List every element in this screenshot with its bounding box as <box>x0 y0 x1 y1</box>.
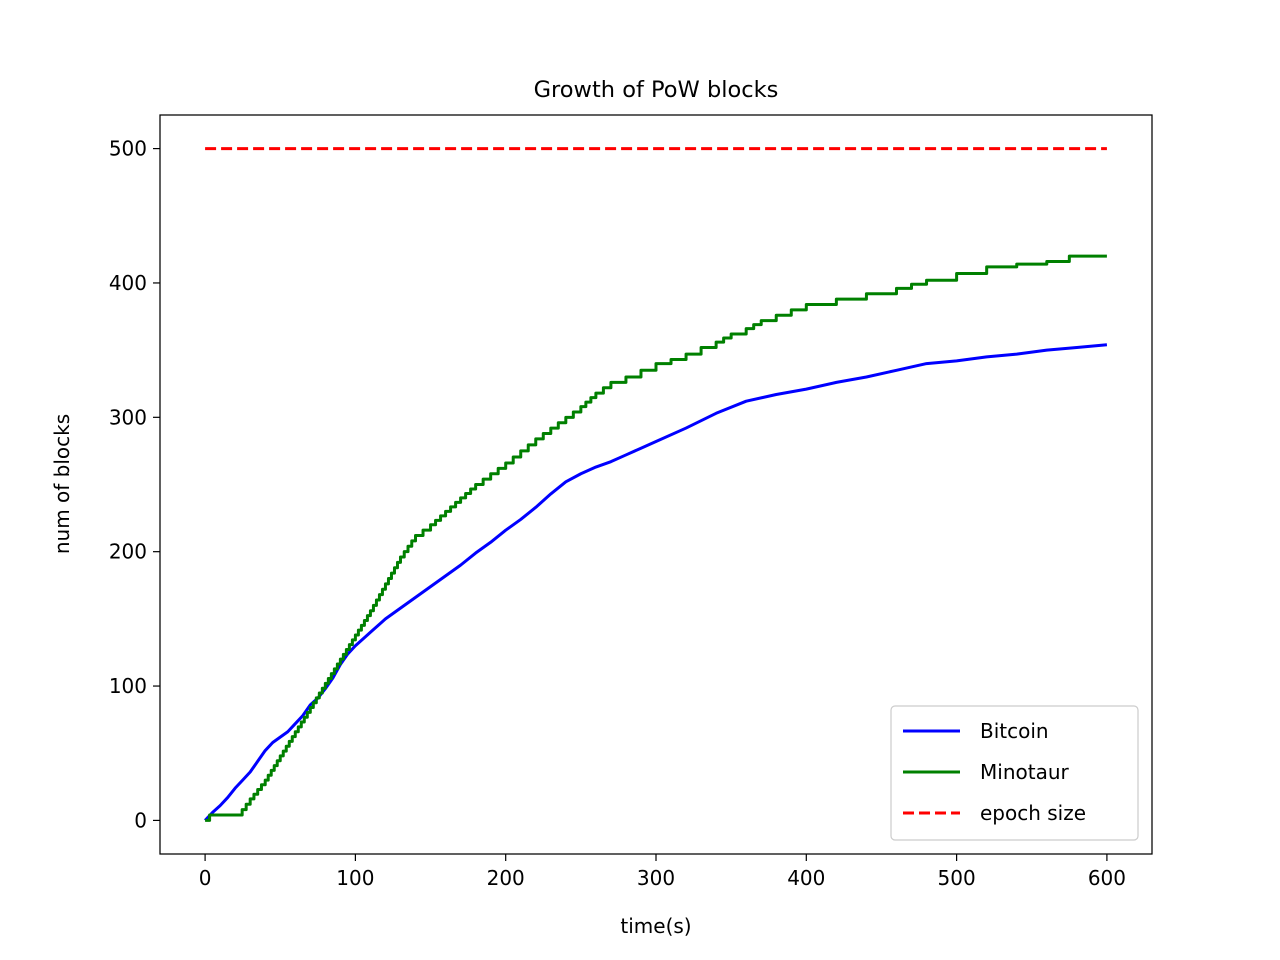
y-tick-label: 300 <box>109 405 147 429</box>
x-axis-label: time(s) <box>620 914 691 938</box>
legend: Bitcoin Minotaur epoch size <box>890 705 1139 841</box>
legend-label: Bitcoin <box>980 719 1049 743</box>
x-tick-label: 500 <box>938 866 976 890</box>
chart-title: Growth of PoW blocks <box>534 77 779 103</box>
y-axis: 0 100 200 300 400 500 <box>109 137 160 832</box>
y-tick-label: 0 <box>134 808 147 832</box>
y-axis-label: num of blocks <box>50 414 74 554</box>
x-axis: 0 100 200 300 400 500 600 <box>199 854 1126 890</box>
x-tick-label: 400 <box>787 866 825 890</box>
x-tick-label: 600 <box>1088 866 1126 890</box>
y-tick-label: 500 <box>109 137 147 161</box>
y-tick-label: 200 <box>109 540 147 564</box>
y-tick-label: 100 <box>109 674 147 698</box>
legend-label: epoch size <box>980 801 1086 825</box>
x-tick-label: 100 <box>336 866 374 890</box>
y-tick-label: 400 <box>109 271 147 295</box>
legend-box <box>890 705 1139 841</box>
legend-label: Minotaur <box>980 760 1069 784</box>
x-tick-label: 300 <box>637 866 675 890</box>
x-tick-label: 200 <box>487 866 525 890</box>
series-line-bitcoin <box>203 343 1108 822</box>
series-layer <box>203 147 1108 822</box>
series-line-minotaur <box>205 254 1107 822</box>
x-tick-label: 0 <box>199 866 212 890</box>
